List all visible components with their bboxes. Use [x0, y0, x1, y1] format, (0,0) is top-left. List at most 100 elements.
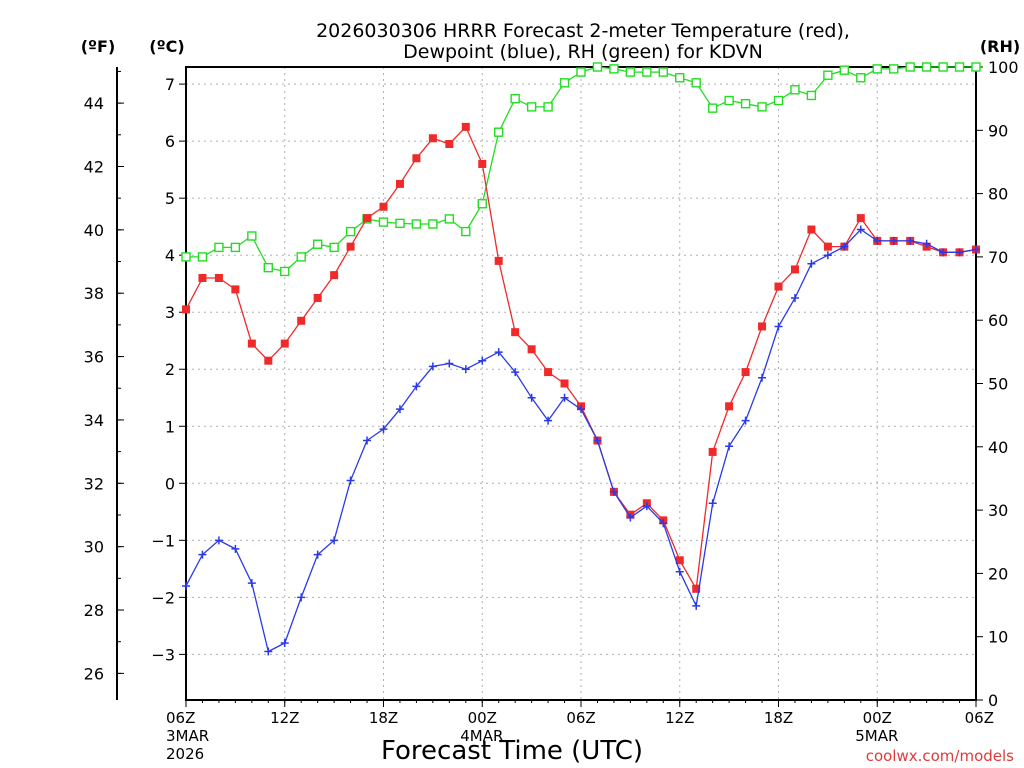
- fahrenheit-tick-label: 28: [84, 601, 104, 620]
- fahrenheit-tick-label: 42: [84, 157, 104, 176]
- temperature-point: [478, 159, 487, 168]
- celsius-tick-label: 5: [165, 189, 175, 208]
- rh-point: [428, 219, 438, 229]
- rh-axis: 0 10 20 30 40 50 60 70 80 90 100: [976, 58, 1019, 710]
- temperature-point: [823, 242, 832, 251]
- dewpoint-point: [461, 365, 470, 374]
- time-tick-label: 06Z: [166, 709, 195, 727]
- watermark: coolwx.com/models: [866, 747, 1014, 765]
- temperature-point: [511, 328, 520, 337]
- rh-point: [214, 242, 224, 253]
- chart-title-line1: 2026030306 HRRR Forecast 2-meter Tempera…: [316, 20, 850, 42]
- rh-tick-label: 50: [988, 375, 1008, 394]
- rh-point: [773, 95, 784, 106]
- temperature-point: [198, 274, 207, 282]
- date-label: 3MAR: [166, 727, 209, 745]
- dewpoint-point: [313, 550, 322, 559]
- rh-unit-label: (RH): [980, 37, 1020, 56]
- rh-point: [263, 262, 273, 273]
- temperature-point: [379, 202, 388, 211]
- rh-point: [247, 231, 257, 241]
- dewpoint-point: [922, 239, 931, 248]
- temperature-point: [330, 271, 339, 280]
- grid-lines: [185, 67, 977, 700]
- rh-point: [856, 73, 866, 83]
- time-tick-label: 12Z: [270, 709, 299, 727]
- temperature-point: [231, 285, 240, 294]
- dewpoint-point: [873, 236, 882, 245]
- temperature-point: [560, 379, 569, 388]
- temperature-point: [774, 282, 783, 291]
- temperature-point: [675, 556, 684, 565]
- celsius-axis: −3 −2 −1 0 1 2 3 4 5 6 7: [151, 75, 186, 664]
- temperature-point: [807, 225, 816, 234]
- dewpoint-point: [346, 476, 355, 485]
- temperature-point: [445, 139, 454, 148]
- dewpoint-point: [955, 248, 964, 257]
- temperature-point: [741, 368, 750, 377]
- temperature-point: [708, 447, 717, 456]
- temperature-point: [346, 242, 355, 251]
- rh-point: [181, 252, 191, 262]
- fahrenheit-tick-label: 26: [84, 664, 104, 683]
- rh-series: [181, 62, 981, 277]
- temperature-point: [264, 356, 273, 365]
- rh-point: [790, 85, 800, 95]
- dewpoint-point: [214, 536, 223, 545]
- temperature-point: [461, 122, 470, 131]
- temperature-point: [544, 368, 553, 377]
- dewpoint-point: [675, 567, 684, 576]
- rh-point: [839, 65, 850, 75]
- rh-point: [625, 67, 636, 77]
- dewpoint-series: [182, 225, 980, 656]
- dewpoint-point: [593, 436, 602, 445]
- rh-tick-label: 80: [988, 185, 1008, 204]
- celsius-tick-label: −1: [151, 531, 175, 550]
- temperature-point: [395, 179, 404, 188]
- rh-point: [691, 78, 701, 88]
- time-tick-label: 06Z: [566, 709, 595, 727]
- rh-point: [526, 102, 537, 112]
- dewpoint-point: [642, 502, 651, 511]
- temperature-point: [412, 154, 421, 163]
- fahrenheit-tick-label: 34: [84, 411, 104, 430]
- rh-point: [609, 64, 619, 74]
- dewpoint-point: [972, 245, 980, 254]
- rh-point: [921, 62, 932, 72]
- dewpoint-point: [379, 425, 388, 434]
- dewpoint-point: [511, 368, 520, 377]
- dewpoint-point: [198, 550, 207, 559]
- dewpoint-point: [577, 405, 585, 414]
- dewpoint-point: [412, 382, 421, 391]
- rh-point: [658, 67, 668, 77]
- dewpoint-point: [758, 373, 767, 382]
- dewpoint-point: [856, 225, 865, 234]
- rh-point: [411, 219, 422, 229]
- dewpoint-point: [725, 442, 734, 451]
- rh-point: [724, 95, 734, 106]
- dewpoint-point: [692, 601, 701, 610]
- fahrenheit-tick-label: 44: [84, 94, 104, 113]
- fahrenheit-tick-label: 40: [84, 221, 104, 240]
- temperature-point: [758, 322, 767, 331]
- temperature-point: [363, 214, 372, 223]
- temperature-point: [725, 402, 734, 411]
- rh-point: [543, 102, 553, 112]
- chart-title-line2: Dewpoint (blue), RH (green) for KDVN: [403, 41, 763, 63]
- rh-tick-label: 40: [988, 438, 1008, 457]
- temperature-point: [313, 293, 322, 302]
- rh-tick-label: 60: [988, 311, 1008, 330]
- rh-point: [954, 62, 965, 72]
- date-label: 5MAR: [855, 727, 898, 745]
- dewpoint-point: [609, 487, 618, 496]
- dewpoint-point: [527, 393, 536, 402]
- dewpoint-point: [807, 259, 816, 268]
- time-tick-label: 06Z: [965, 709, 994, 727]
- dewpoint-point: [280, 638, 289, 647]
- dewpoint-point: [544, 416, 553, 425]
- fahrenheit-tick-label: 32: [84, 474, 104, 493]
- temperature-point: [247, 339, 256, 348]
- rh-tick-label: 30: [988, 501, 1008, 520]
- celsius-tick-label: 6: [165, 132, 175, 151]
